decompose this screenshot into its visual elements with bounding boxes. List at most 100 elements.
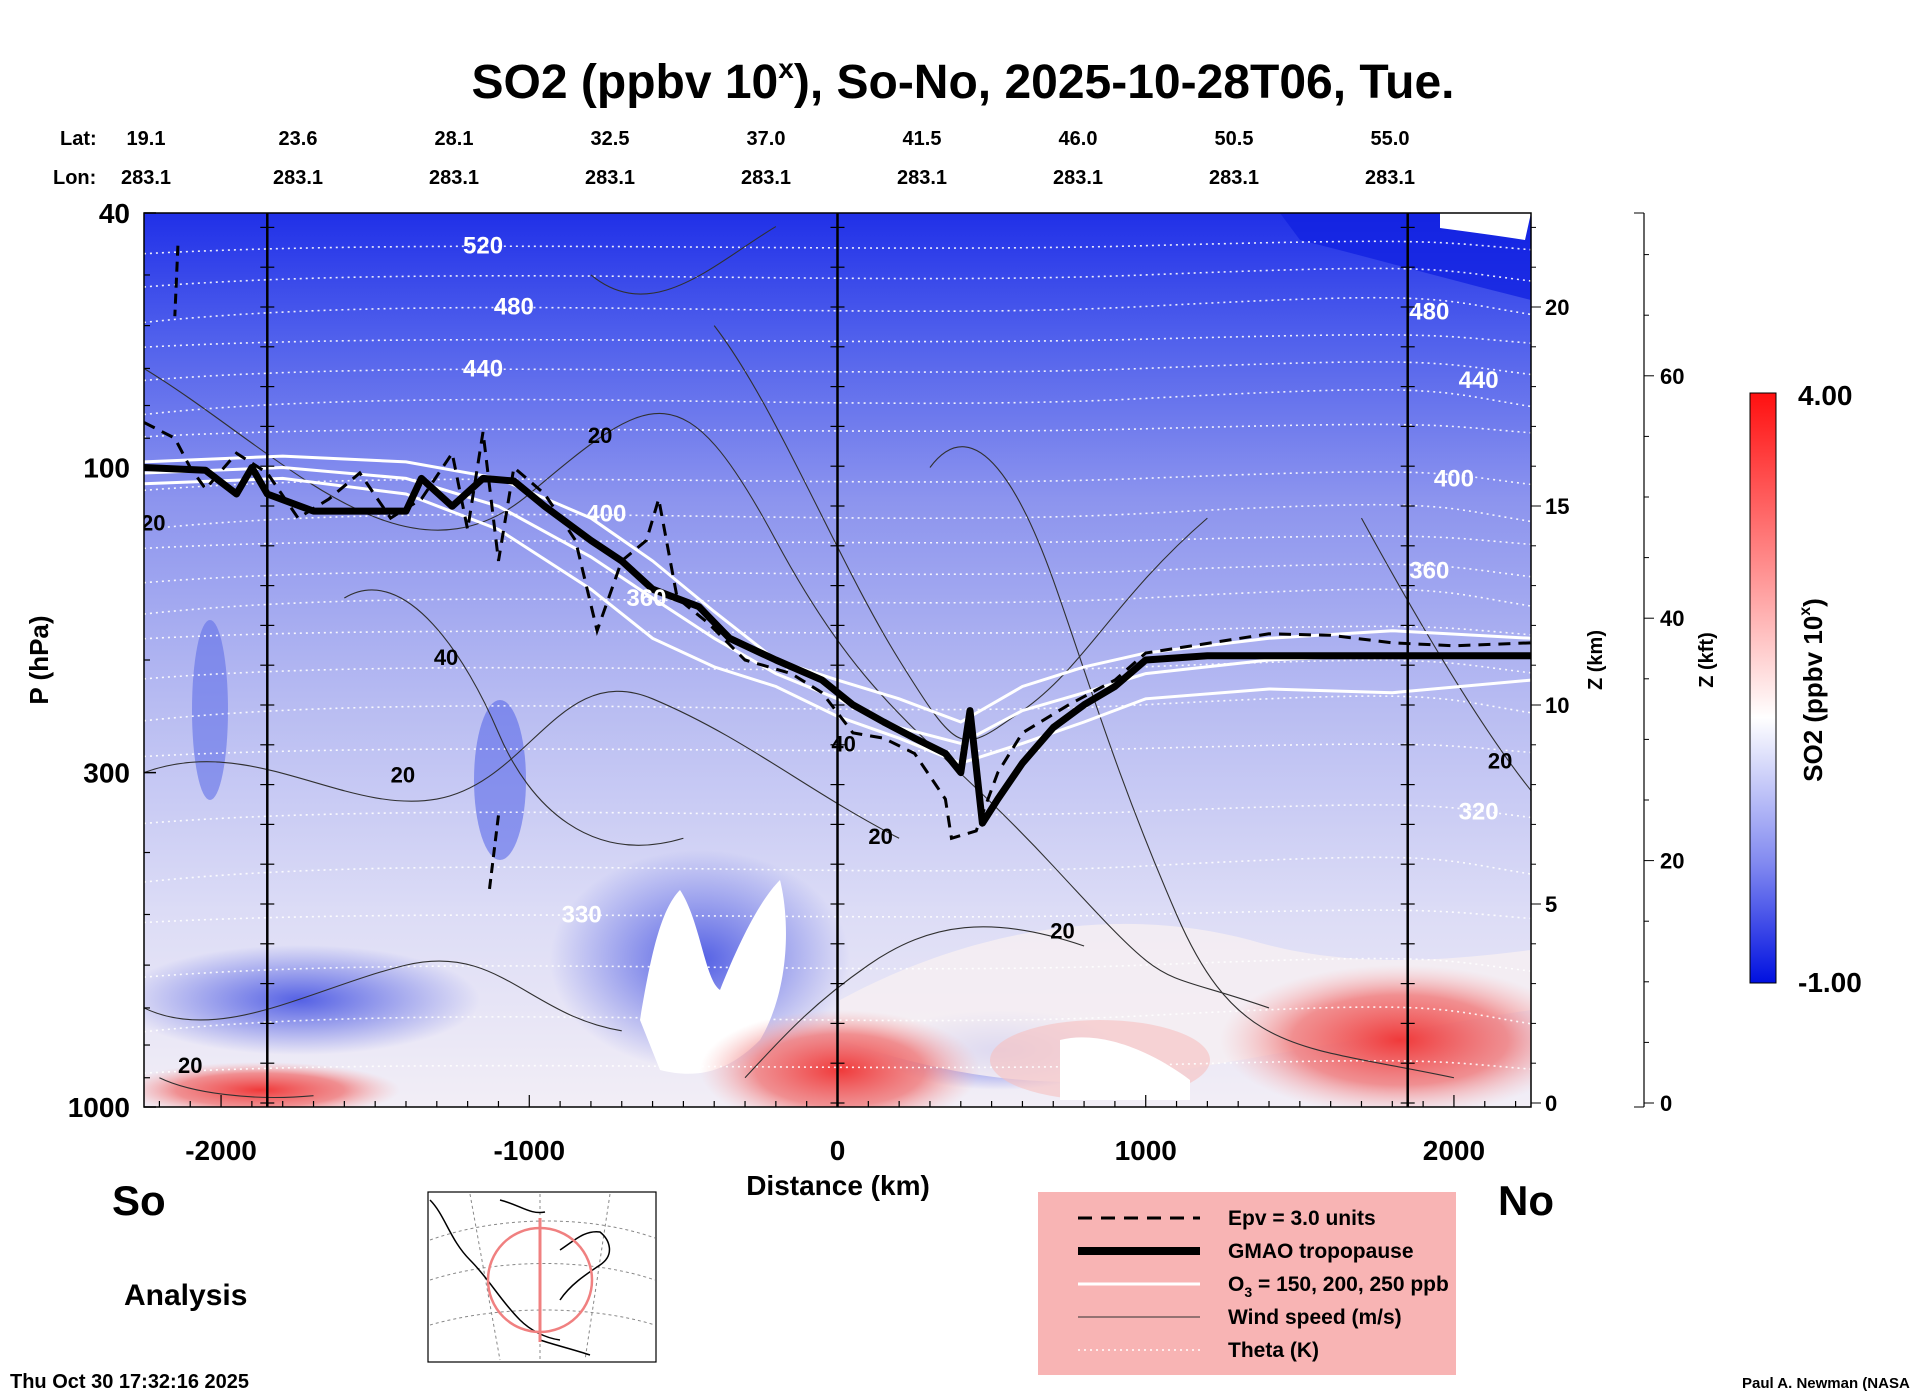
theta-contour-label: 440	[463, 355, 503, 382]
so2-field-deep-blue-region	[1280, 213, 1531, 300]
wind-speed-contour	[159, 1077, 314, 1098]
theta-contour-label: 440	[1459, 367, 1499, 394]
legend-label-2: O3 = 150, 200, 250 ppb	[1228, 1273, 1449, 1300]
legend-label-0: Epv = 3.0 units	[1228, 1207, 1376, 1230]
analysis-label: Analysis	[124, 1279, 247, 1312]
wind-contour-label: 40	[434, 645, 458, 670]
epv-contour	[487, 815, 500, 892]
wind-speed-contour	[713, 325, 1208, 741]
z-km-tick-label: 15	[1545, 494, 1569, 519]
x-tick-label: 2000	[1423, 1135, 1485, 1166]
inset-map	[427, 1191, 657, 1363]
x-axis-label: Distance (km)	[746, 1170, 930, 1201]
colorbar-label: SO2 (ppbv 10x)	[1797, 598, 1828, 782]
station-lat-6: 46.0	[1059, 128, 1098, 150]
y-tick-label: 40	[99, 198, 130, 229]
station-lon-2: 283.1	[429, 167, 479, 189]
z-kft-tick-label: 40	[1660, 606, 1684, 631]
z-kft-tick-label: 60	[1660, 364, 1684, 389]
legend-label-1: GMAO tropopause	[1228, 1240, 1414, 1263]
so2-field-red-center	[700, 1010, 980, 1107]
wind-speed-contour	[144, 367, 1270, 1009]
wind-contour-label: 20	[1050, 919, 1074, 944]
so2-field-blue-column-mid	[474, 700, 526, 860]
z-km-tick-label: 0	[1545, 1091, 1557, 1116]
theta-contour-label: 330	[562, 901, 602, 928]
station-lat-1: 23.6	[279, 128, 318, 150]
station-lat-7: 50.5	[1215, 128, 1254, 150]
figure-title: SO2 (ppbv 10x), So-No, 2025-10-28T06, Tu…	[472, 53, 1455, 109]
station-marker-lines	[260, 213, 1415, 1107]
legend-label-3: Wind speed (m/s)	[1228, 1306, 1402, 1329]
wind-speed-contour	[590, 226, 777, 295]
lat-label: Lat:	[60, 128, 97, 150]
lon-label: Lon:	[53, 167, 96, 189]
theta-contour-label: 480	[494, 293, 534, 320]
wind-contour-label: 20	[868, 824, 892, 849]
north-label: No	[1498, 1177, 1554, 1224]
theta-contour-label: 480	[1409, 298, 1449, 325]
station-lon-4: 283.1	[741, 167, 791, 189]
station-lat-8: 55.0	[1371, 128, 1410, 150]
y-axis-z-km: 0 5 10 15 20	[1531, 226, 1569, 1116]
wind-contour-label: 40	[831, 731, 855, 756]
wind-speed-contour	[929, 446, 1455, 1079]
so2-field-red-left	[144, 1062, 400, 1107]
legend-label-4: Theta (K)	[1228, 1339, 1319, 1362]
station-lon-7: 283.1	[1209, 167, 1259, 189]
x-axis: -2000 -1000 0 1000 2000	[158, 1095, 1517, 1166]
y-tick-label: 300	[83, 758, 130, 789]
tropopause-line	[144, 464, 1531, 827]
wind-speed-contour	[744, 926, 1085, 1079]
colorbar	[1749, 392, 1777, 984]
station-lat-3: 32.5	[591, 128, 630, 150]
station-lat-5: 41.5	[903, 128, 942, 150]
so2-field-white-surface-patch	[1060, 1037, 1190, 1100]
south-label: So	[112, 1177, 166, 1224]
station-lat-2: 28.1	[435, 128, 474, 150]
z-km-tick-label: 20	[1545, 295, 1569, 320]
z-kft-tick-label: 0	[1660, 1091, 1672, 1116]
wind-contour-label: 20	[178, 1053, 202, 1078]
inset-map-coastline	[429, 1199, 611, 1356]
x-tick-label: 1000	[1115, 1135, 1177, 1166]
station-labels: 19.1 283.1 23.6 283.1 28.1 283.1 32.5 283.1 37.0…	[121, 128, 1415, 189]
so2-field-white-patch-top	[1440, 213, 1531, 240]
station-lon-3: 283.1	[585, 167, 635, 189]
y-axis-pressure: 40 100 300 1000	[68, 198, 156, 1123]
wind-contour-label: 20	[1488, 748, 1512, 773]
station-lat-4: 37.0	[747, 128, 786, 150]
epv-contour	[144, 421, 1531, 841]
so2-field-red-right	[1220, 965, 1531, 1107]
wind-speed-contour	[144, 690, 900, 839]
plot-area	[144, 213, 1531, 1107]
wind-contour-label: 20	[588, 423, 612, 448]
x-tick-label: 0	[830, 1135, 846, 1166]
z-km-axis-label: Z (km)	[1585, 630, 1607, 690]
y-axis-label: P (hPa)	[24, 615, 54, 704]
wind-speed-contour	[344, 589, 684, 846]
y-tick-label: 100	[83, 452, 130, 483]
theta-contour-label: 360	[1409, 558, 1449, 585]
x-tick-label: -2000	[185, 1135, 257, 1166]
x-tick-label: -1000	[493, 1135, 565, 1166]
z-kft-tick-label: 20	[1660, 849, 1684, 874]
timestamp: Thu Oct 30 17:32:16 2025	[10, 1371, 249, 1393]
theta-contour-label: 520	[463, 233, 503, 260]
y-tick-label: 1000	[68, 1092, 130, 1123]
station-lon-0: 283.1	[121, 167, 171, 189]
colorbar-min-label: -1.00	[1798, 967, 1862, 998]
theta-contour-label: 400	[586, 500, 626, 527]
credit: Paul A. Newman (NASA	[1742, 1375, 1910, 1392]
station-lon-6: 283.1	[1053, 167, 1103, 189]
z-km-tick-label: 10	[1545, 693, 1569, 718]
wind-speed-contour	[144, 960, 622, 1032]
z-km-tick-label: 5	[1545, 892, 1557, 917]
wind-contour-label: 20	[391, 762, 415, 787]
theta-contour-label: 400	[1434, 465, 1474, 492]
station-lon-8: 283.1	[1365, 167, 1415, 189]
y-axis-z-kft: 0 20 40 60	[1634, 212, 1684, 1116]
legend: Epv = 3.0 units GMAO tropopause O3 = 150, …	[1038, 1192, 1456, 1375]
epv-contour	[173, 245, 180, 317]
station-lat-0: 19.1	[127, 128, 166, 150]
